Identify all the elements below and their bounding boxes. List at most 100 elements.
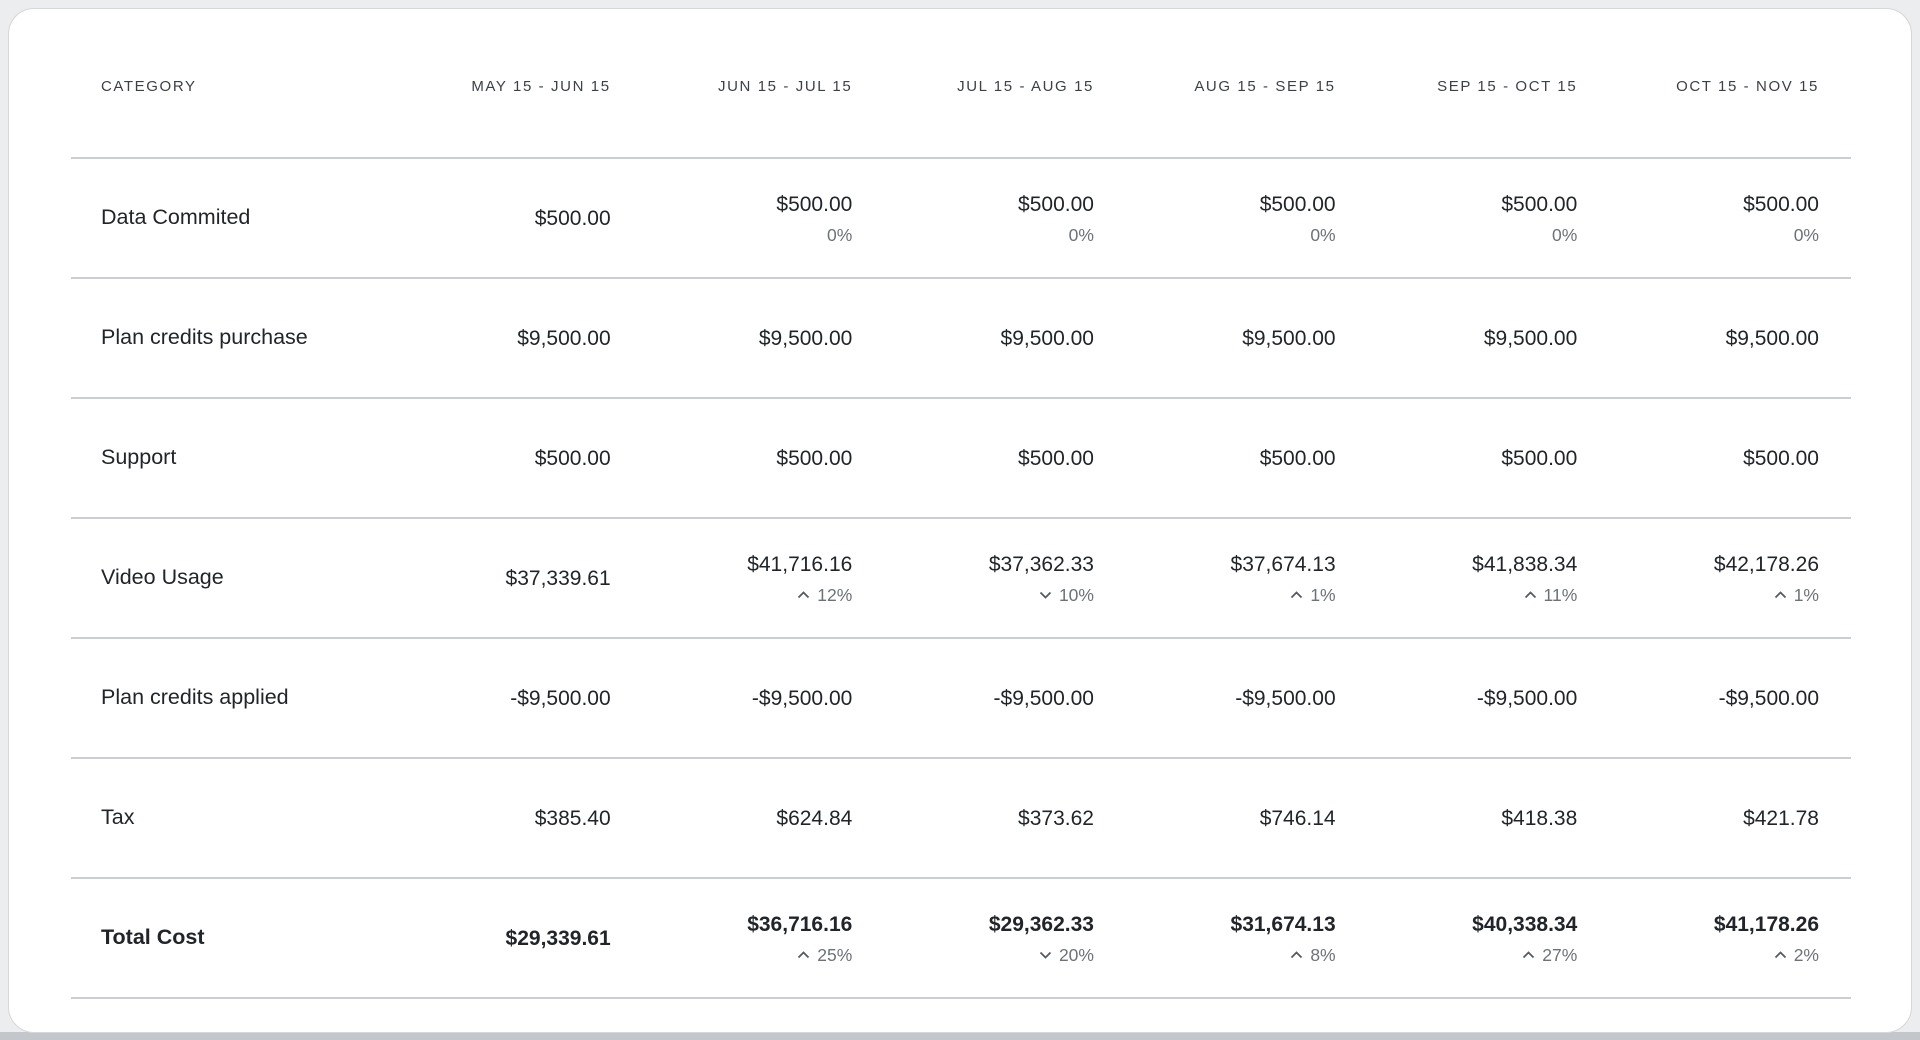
category-cell: Video Usage (71, 518, 401, 639)
column-header-period-2: JUN 15 - JUL 15 (642, 9, 885, 159)
amount-value: $500.00 (1259, 193, 1336, 216)
trend-percent: 25% (643, 945, 852, 965)
amount-cell: $41,838.34 11% (1367, 518, 1610, 639)
amount-value: -$9,500.00 (1476, 686, 1578, 710)
amount-cell: $42,178.26 1% (1609, 518, 1851, 639)
amount-value: $29,362.33 (988, 913, 1094, 936)
amount-cell: $29,362.33 20% (884, 878, 1126, 999)
trend-percent-label: 11% (1543, 585, 1578, 605)
category-label: Data Commited (101, 205, 251, 230)
amount-value: $41,838.34 (1472, 553, 1578, 576)
column-header-category: CATEGORY (71, 9, 401, 159)
amount-value: $385.40 (534, 806, 611, 830)
category-cell: Plan credits applied (71, 638, 401, 759)
trend-percent-label: 20% (1058, 945, 1094, 965)
trend-percent-label: 27% (1542, 945, 1578, 965)
amount-value: $9,500.00 (1483, 326, 1578, 350)
amount-value: $500.00 (1501, 446, 1578, 470)
chevron-up-icon (1523, 951, 1535, 959)
amount-cell: $500.00 (401, 398, 643, 519)
amount-value: $624.84 (776, 806, 853, 830)
amount-value: $31,674.13 (1230, 913, 1336, 936)
amount-value: $500.00 (776, 193, 853, 216)
amount-cell: $29,339.61 (401, 878, 643, 999)
amount-value: $500.00 (1743, 193, 1819, 216)
amount-value: $500.00 (1018, 193, 1094, 216)
amount-value: $746.14 (1259, 806, 1336, 830)
trend-percent: 0% (1609, 225, 1819, 245)
amount-cell: $500.00 (1367, 398, 1610, 519)
trend-percent-label: 0% (827, 225, 853, 245)
chevron-up-icon (1774, 951, 1786, 959)
amount-cell: $9,500.00 (401, 278, 643, 399)
amount-cell: $385.40 (401, 758, 643, 879)
amount-value: $41,716.16 (747, 553, 853, 576)
amount-cell: $421.78 (1609, 758, 1851, 879)
category-cell: Data Commited (71, 158, 401, 279)
amount-value: $40,338.34 (1472, 913, 1578, 936)
category-cell: Support (71, 398, 401, 519)
amount-value: $37,362.33 (988, 553, 1094, 576)
column-header-period-6: OCT 15 - NOV 15 (1609, 9, 1851, 159)
trend-percent-label: 10% (1058, 585, 1094, 605)
amount-value: -$9,500.00 (751, 686, 853, 710)
table-row: Tax $385.40 $624.84 $373.62 $746.14 $418.38 $… (71, 758, 1851, 879)
trend-percent-label: 0% (1068, 225, 1094, 245)
amount-cell: $40,338.34 27% (1367, 878, 1610, 999)
trend-percent: 27% (1368, 945, 1578, 965)
bottom-edge-bar (0, 1032, 1920, 1040)
amount-value: $500.00 (1018, 446, 1094, 470)
amount-cell: $9,500.00 (1609, 278, 1851, 399)
amount-cell: -$9,500.00 (642, 638, 885, 759)
amount-cell: -$9,500.00 (1609, 638, 1851, 759)
trend-percent: 8% (1126, 945, 1336, 965)
trend-percent: 0% (1126, 225, 1336, 245)
amount-cell: $500.00 (884, 398, 1126, 519)
amount-value: $37,674.13 (1230, 553, 1336, 576)
amount-cell: $31,674.13 8% (1125, 878, 1368, 999)
category-label: Plan credits applied (101, 685, 289, 710)
trend-percent: 12% (643, 585, 853, 605)
category-label: Support (101, 445, 177, 470)
trend-percent: 0% (643, 225, 853, 245)
chevron-up-icon (1524, 591, 1536, 599)
table-row: Plan credits applied -$9,500.00 -$9,500.0… (71, 638, 1851, 759)
amount-value: $42,178.26 (1713, 553, 1819, 576)
amount-cell: $500.00 0% (642, 158, 885, 279)
chevron-up-icon (798, 591, 810, 599)
trend-percent-label: 1% (1310, 585, 1336, 605)
amount-cell: $37,339.61 (401, 518, 643, 639)
category-cell: Tax (71, 758, 401, 879)
amount-cell: $418.38 (1367, 758, 1610, 879)
amount-cell: $500.00 0% (1367, 158, 1610, 279)
column-header-period-3: JUL 15 - AUG 15 (884, 9, 1126, 159)
chevron-up-icon (1291, 951, 1303, 959)
amount-cell: $37,674.13 1% (1125, 518, 1368, 639)
column-header-period-5: SEP 15 - OCT 15 (1367, 9, 1610, 159)
category-label: Video Usage (101, 565, 224, 590)
amount-value: $37,339.61 (505, 566, 611, 590)
category-label: Plan credits purchase (101, 325, 308, 350)
amount-cell: $746.14 (1125, 758, 1368, 879)
chevron-up-icon (1774, 591, 1786, 599)
table-row: Video Usage $37,339.61 $41,716.16 12% $37,3… (71, 518, 1851, 639)
table-row: Support $500.00 $500.00 $500.00 $500.00 $500… (71, 398, 1851, 519)
trend-percent-label: 12% (817, 585, 853, 605)
amount-cell: -$9,500.00 (1367, 638, 1610, 759)
trend-percent: 1% (1609, 585, 1819, 605)
amount-value: -$9,500.00 (510, 686, 611, 710)
amount-cell: $500.00 0% (884, 158, 1126, 279)
amount-cell: $500.00 (1125, 398, 1368, 519)
trend-percent: 10% (884, 585, 1094, 605)
chevron-down-icon (1039, 951, 1052, 959)
table-row: Total Cost $29,339.61 $36,716.16 25% $29,36… (71, 878, 1851, 999)
chevron-up-icon (1291, 591, 1303, 599)
amount-cell: $500.00 (642, 398, 885, 519)
billing-table: CATEGORY MAY 15 - JUN 15 JUN 15 - JUL 15… (71, 9, 1851, 999)
trend-percent-label: 0% (1310, 225, 1336, 245)
amount-value: $500.00 (1501, 193, 1578, 216)
trend-percent-label: 8% (1310, 945, 1336, 965)
amount-value: $418.38 (1501, 806, 1578, 830)
amount-cell: -$9,500.00 (884, 638, 1126, 759)
amount-cell: $9,500.00 (642, 278, 885, 399)
